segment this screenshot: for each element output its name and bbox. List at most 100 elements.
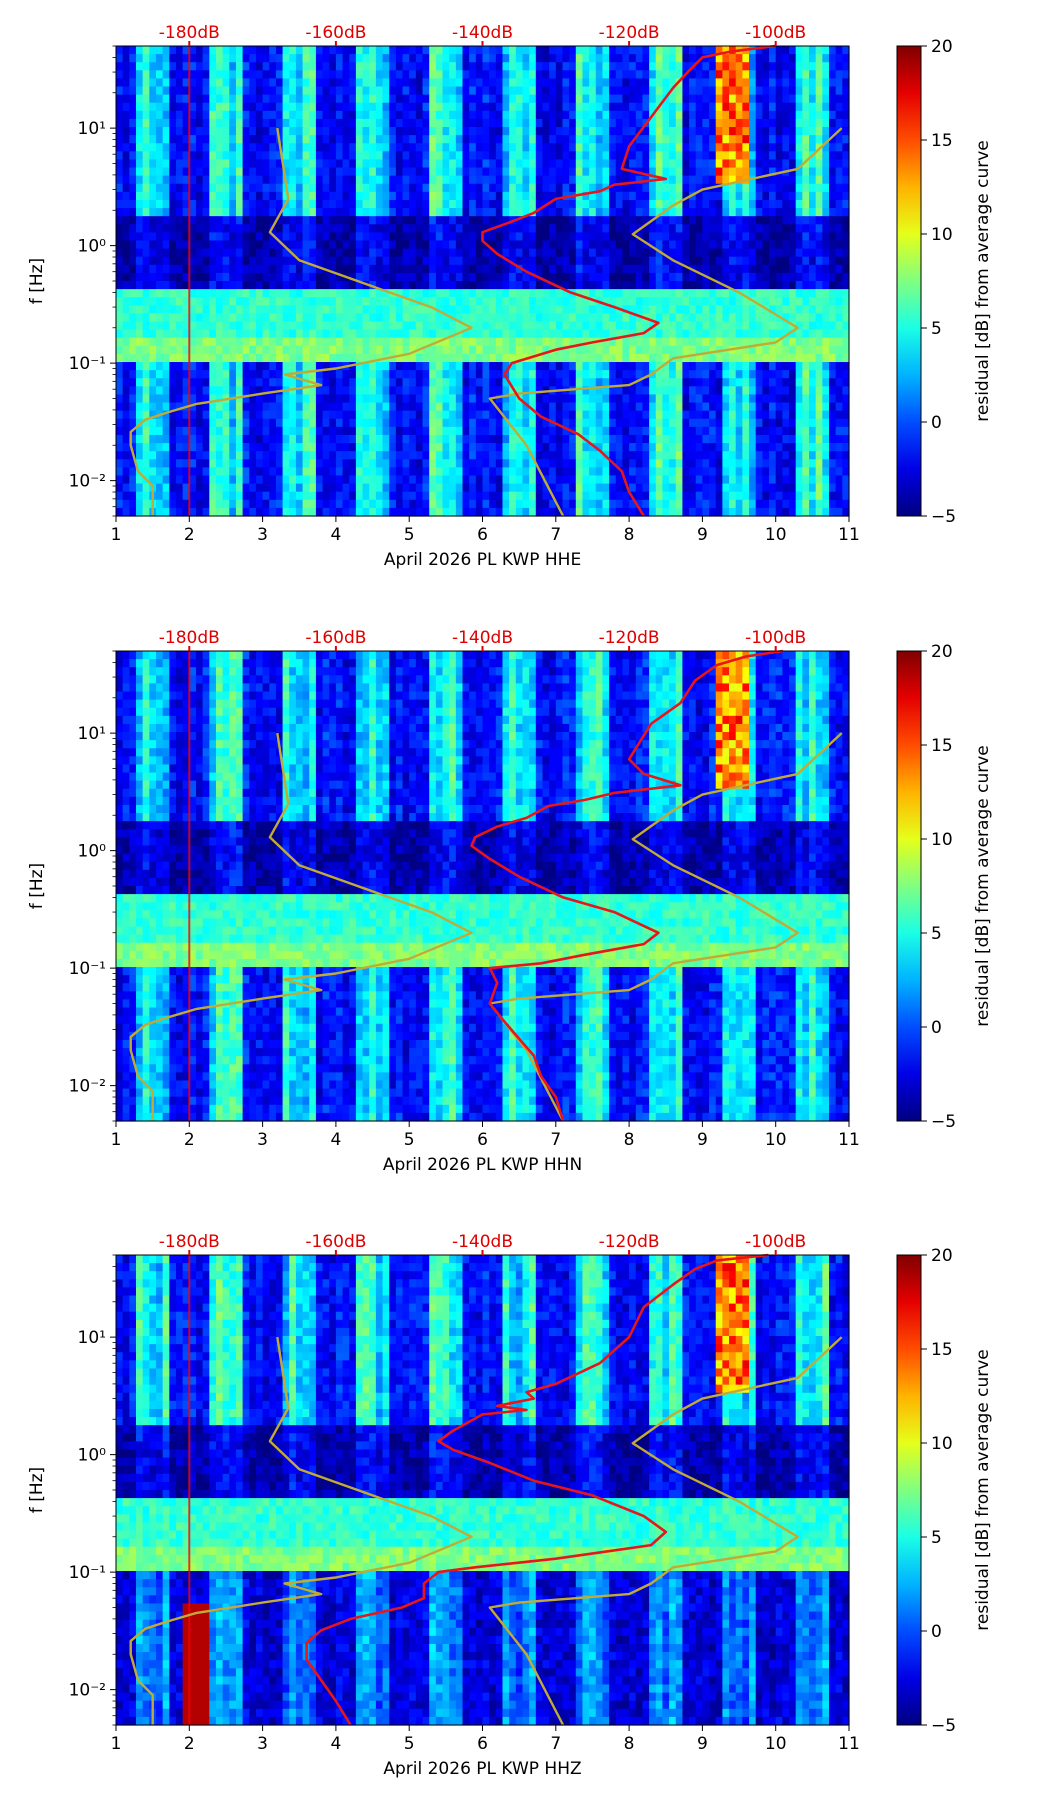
heatmap-cell [595, 370, 604, 379]
heatmap-cell [182, 232, 190, 242]
heatmap-cell [582, 159, 590, 169]
heatmap-cell [789, 62, 797, 71]
heatmap-cell [609, 256, 617, 266]
heatmap-cell [655, 281, 664, 290]
heatmap-cell [769, 70, 777, 80]
heatmap-cell [255, 159, 264, 169]
heatmap-cell [569, 353, 577, 363]
heatmap-cell [749, 199, 757, 209]
heatmap-cell [475, 329, 484, 339]
heatmap-cell [429, 272, 437, 282]
heatmap-cell [375, 402, 384, 412]
heatmap-cell [609, 135, 617, 144]
heatmap-cell [575, 337, 584, 347]
heatmap-cell [329, 159, 337, 169]
heatmap-cell [335, 313, 344, 323]
heatmap-cell [589, 86, 597, 96]
heatmap-cell [415, 127, 424, 136]
heatmap-cell [662, 159, 670, 169]
heatmap-cell [215, 321, 224, 331]
heatmap-cell [729, 378, 737, 387]
heatmap-cell [662, 337, 670, 347]
heatmap-cell [522, 224, 530, 233]
heatmap-cell [562, 175, 570, 185]
heatmap-cell [589, 143, 597, 152]
heatmap-cell [255, 337, 264, 347]
heatmap-cell [729, 256, 737, 266]
heatmap-cell [142, 208, 150, 217]
heatmap-cell [409, 143, 417, 152]
heatmap-cell [382, 329, 390, 339]
heatmap-cell [502, 240, 510, 250]
heatmap-cell [262, 70, 270, 80]
heatmap-cell [662, 345, 670, 355]
heatmap-cell [622, 102, 630, 112]
heatmap-cell [689, 191, 697, 201]
heatmap-cell [509, 232, 517, 242]
heatmap-cell [255, 402, 264, 412]
heatmap-cell [582, 183, 590, 193]
heatmap-cell [655, 159, 664, 169]
heatmap-cell [635, 70, 644, 80]
heatmap-cell [442, 143, 450, 152]
heatmap-cell [509, 378, 517, 387]
heatmap-cell [529, 62, 537, 71]
heatmap-cell [409, 378, 417, 387]
heatmap-cell [829, 94, 837, 104]
heatmap-cell [449, 175, 457, 185]
heatmap-cell [702, 159, 710, 169]
heatmap-cell [589, 208, 597, 217]
heatmap-cell [509, 272, 517, 282]
heatmap-cell [675, 402, 684, 412]
heatmap-cell [555, 305, 564, 315]
heatmap-cell [702, 240, 710, 250]
heatmap-cell [595, 159, 604, 169]
heatmap-cell [349, 102, 357, 112]
heatmap-cell [749, 143, 757, 152]
heatmap-cell [302, 183, 310, 193]
heatmap-cell [755, 321, 763, 331]
heatmap-cell [349, 208, 357, 217]
heatmap-cell [435, 70, 444, 80]
heatmap-cell [162, 54, 170, 63]
heatmap-cell [402, 337, 410, 347]
heatmap-cell [129, 297, 137, 306]
heatmap-cell [475, 345, 484, 355]
heatmap-cell [309, 118, 317, 128]
heatmap-cell [262, 378, 270, 387]
heatmap-cell [449, 329, 457, 339]
heatmap-cell [369, 127, 377, 136]
heatmap-cell [789, 78, 797, 88]
heatmap-cell [335, 256, 344, 266]
heatmap-cell [182, 191, 190, 201]
heatmap-cell [515, 289, 524, 298]
heatmap-cell [609, 281, 617, 290]
heatmap-cell [116, 224, 124, 233]
heatmap-cell [402, 118, 410, 128]
heatmap-cell [629, 321, 637, 331]
heatmap-cell [302, 353, 310, 363]
heatmap-cell [615, 135, 624, 144]
heatmap-cell [722, 191, 730, 201]
heatmap-cell [275, 54, 284, 63]
heatmap-cell [535, 127, 544, 136]
heatmap-cell [549, 199, 557, 209]
heatmap-cell [802, 272, 810, 282]
heatmap-cell [402, 159, 410, 169]
heatmap-cell [495, 353, 504, 363]
heatmap-cell [195, 191, 204, 201]
heatmap-cell [822, 313, 830, 323]
heatmap-cell [455, 62, 464, 71]
heatmap-cell [615, 78, 624, 88]
heatmap-cell [269, 264, 277, 274]
heatmap-cell [129, 70, 137, 80]
heatmap-cell [642, 54, 650, 63]
heatmap-cell [775, 337, 783, 347]
heatmap-cell [709, 281, 717, 290]
heatmap-cell [262, 370, 270, 379]
heatmap-cell [369, 54, 377, 63]
heatmap-cell [222, 256, 230, 266]
heatmap-cell [842, 378, 850, 387]
heatmap-cell [149, 118, 157, 128]
heatmap-cell [502, 78, 510, 88]
